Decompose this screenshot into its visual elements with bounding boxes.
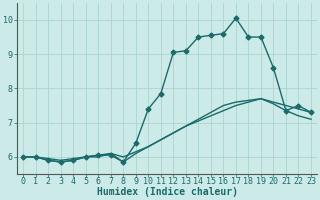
X-axis label: Humidex (Indice chaleur): Humidex (Indice chaleur)	[97, 187, 237, 197]
